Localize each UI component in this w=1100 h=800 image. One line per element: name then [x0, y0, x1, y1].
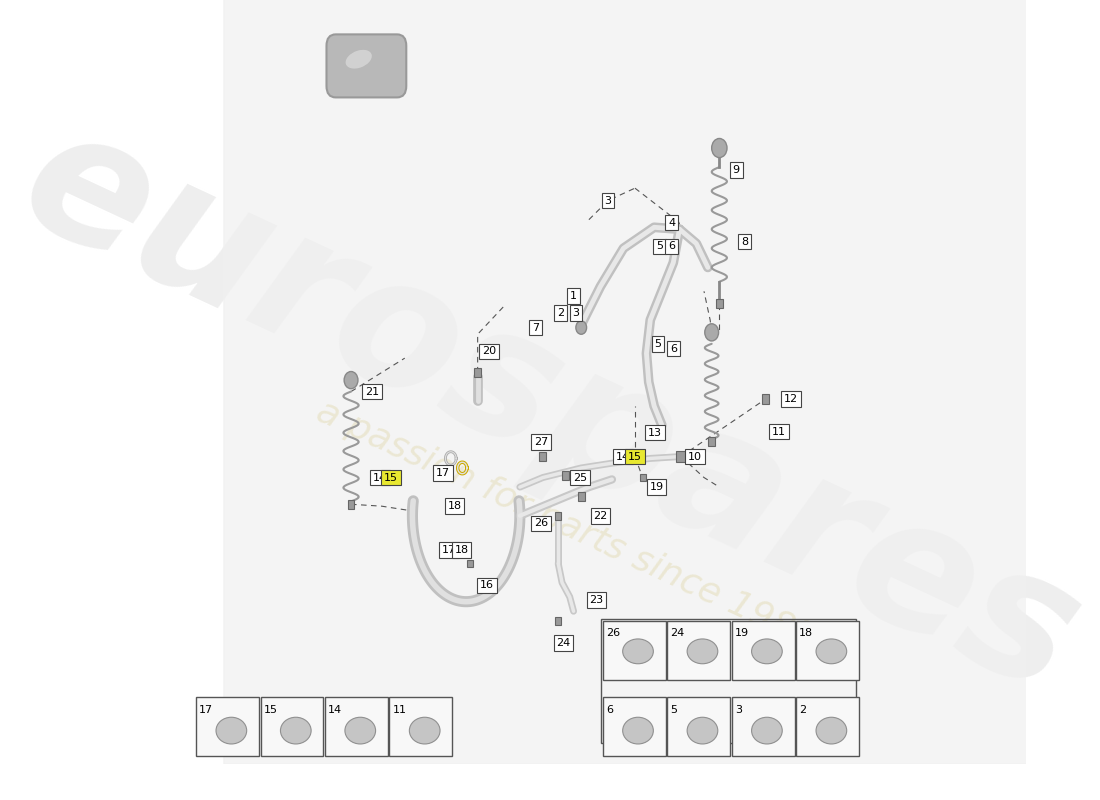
Ellipse shape [751, 718, 782, 744]
Ellipse shape [623, 639, 653, 664]
Bar [539, 452, 547, 461]
Text: 26: 26 [535, 518, 549, 528]
Bar [578, 492, 585, 501]
Text: 5: 5 [656, 242, 663, 251]
Text: a passion for parts since 1985: a passion for parts since 1985 [311, 394, 821, 656]
Text: 24: 24 [670, 629, 684, 638]
Bar [474, 368, 481, 377]
Circle shape [576, 321, 586, 334]
Ellipse shape [816, 639, 847, 664]
Text: 3: 3 [605, 195, 612, 206]
Text: 6: 6 [670, 343, 676, 354]
Text: eurospares: eurospares [0, 90, 1100, 731]
Bar [348, 500, 354, 509]
Ellipse shape [688, 639, 718, 664]
Bar [732, 697, 794, 757]
Text: 16: 16 [480, 581, 494, 590]
Text: 15: 15 [384, 473, 398, 482]
Ellipse shape [345, 50, 372, 69]
Ellipse shape [216, 718, 246, 744]
Bar [556, 512, 561, 519]
Text: 12: 12 [783, 394, 798, 404]
Text: 5: 5 [654, 339, 661, 349]
Text: 3: 3 [572, 308, 580, 318]
Bar [708, 437, 715, 446]
Text: 2: 2 [557, 308, 564, 318]
Text: 14: 14 [373, 473, 387, 482]
Ellipse shape [688, 718, 718, 744]
Text: 17: 17 [199, 705, 213, 715]
Bar [556, 617, 561, 625]
Text: 17: 17 [442, 545, 456, 555]
Bar [196, 697, 258, 757]
Text: 20: 20 [482, 346, 496, 357]
Text: 15: 15 [264, 705, 277, 715]
Text: 18: 18 [799, 629, 813, 638]
Text: 23: 23 [590, 594, 604, 605]
Text: 19: 19 [649, 482, 663, 492]
Text: 1: 1 [570, 291, 578, 301]
Text: 18: 18 [448, 501, 462, 511]
Circle shape [712, 138, 727, 158]
Bar [261, 697, 323, 757]
Text: 25: 25 [573, 473, 586, 482]
Bar [668, 621, 730, 680]
Text: 3: 3 [735, 705, 741, 715]
FancyBboxPatch shape [327, 34, 406, 98]
Text: 10: 10 [688, 451, 702, 462]
Bar [389, 697, 452, 757]
Text: 8: 8 [741, 237, 748, 246]
Text: 14: 14 [616, 451, 629, 462]
Bar [796, 621, 859, 680]
Bar [324, 697, 388, 757]
Ellipse shape [816, 718, 847, 744]
Ellipse shape [409, 718, 440, 744]
Ellipse shape [280, 718, 311, 744]
Circle shape [705, 324, 718, 341]
Text: 5: 5 [670, 705, 678, 715]
Text: 26: 26 [606, 629, 620, 638]
Bar [466, 560, 473, 567]
Text: 7: 7 [531, 322, 539, 333]
Text: 17: 17 [436, 468, 450, 478]
Text: 24: 24 [557, 638, 571, 648]
Polygon shape [224, 0, 1100, 764]
Bar [639, 474, 646, 482]
Bar [715, 299, 723, 309]
Text: 11: 11 [393, 705, 407, 715]
Bar [631, 452, 639, 462]
Text: 21: 21 [365, 386, 378, 397]
Text: 14: 14 [328, 705, 342, 715]
Text: 27: 27 [535, 437, 549, 447]
Text: 6: 6 [669, 242, 675, 251]
Bar [732, 621, 794, 680]
Text: 15: 15 [628, 451, 642, 462]
Bar [761, 394, 769, 404]
Text: 19: 19 [735, 629, 749, 638]
Bar [668, 697, 730, 757]
Bar [602, 619, 856, 743]
Text: 4: 4 [668, 218, 675, 227]
Text: 2: 2 [799, 705, 806, 715]
Ellipse shape [345, 718, 375, 744]
Text: 6: 6 [606, 705, 613, 715]
Text: 9: 9 [733, 165, 740, 175]
Bar [603, 621, 666, 680]
Text: 13: 13 [648, 428, 662, 438]
Ellipse shape [623, 718, 653, 744]
Bar [796, 697, 859, 757]
Bar [562, 471, 570, 480]
Text: 11: 11 [772, 426, 786, 437]
Bar [603, 697, 666, 757]
Circle shape [344, 371, 358, 389]
Bar [676, 450, 685, 462]
Ellipse shape [751, 639, 782, 664]
Text: 22: 22 [593, 510, 607, 521]
Text: 18: 18 [454, 545, 469, 555]
